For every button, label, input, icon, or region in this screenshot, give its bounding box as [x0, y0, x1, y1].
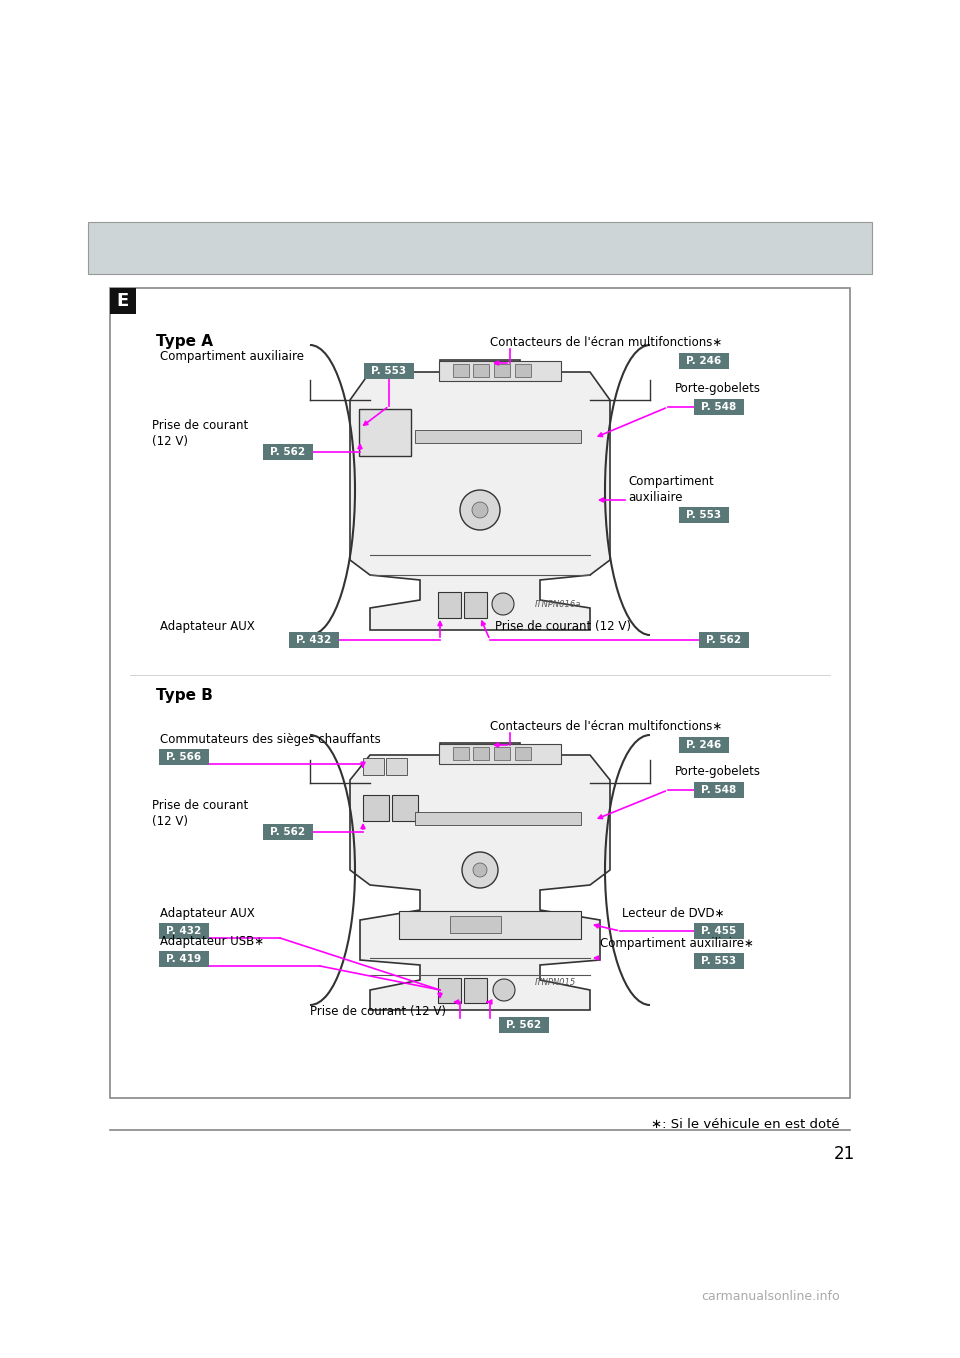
FancyBboxPatch shape — [499, 1017, 549, 1033]
Text: carmanualsonline.info: carmanualsonline.info — [702, 1290, 840, 1302]
Text: Adaptateur AUX: Adaptateur AUX — [160, 907, 254, 919]
Text: Lecteur de DVD∗: Lecteur de DVD∗ — [622, 907, 725, 919]
Text: Commutateurs des sièges chauffants: Commutateurs des sièges chauffants — [160, 733, 381, 746]
Text: P. 246: P. 246 — [686, 356, 722, 367]
Text: Type B: Type B — [156, 689, 213, 703]
FancyBboxPatch shape — [415, 812, 581, 824]
FancyBboxPatch shape — [438, 978, 461, 1002]
FancyBboxPatch shape — [515, 364, 531, 376]
Text: Prise de courant (12 V): Prise de courant (12 V) — [310, 1005, 446, 1018]
Polygon shape — [350, 743, 610, 1010]
FancyBboxPatch shape — [110, 288, 136, 314]
FancyBboxPatch shape — [464, 592, 487, 618]
Text: Porte-gobelets: Porte-gobelets — [675, 765, 761, 778]
FancyBboxPatch shape — [694, 399, 744, 416]
Circle shape — [493, 979, 515, 1001]
Text: Adaptateur USB∗: Adaptateur USB∗ — [160, 936, 264, 948]
FancyBboxPatch shape — [493, 364, 510, 376]
FancyBboxPatch shape — [493, 747, 510, 759]
Text: Type A: Type A — [156, 334, 213, 349]
Circle shape — [492, 593, 514, 615]
Text: Porte-gobelets: Porte-gobelets — [675, 382, 761, 395]
Text: P. 562: P. 562 — [271, 447, 305, 458]
Text: P. 553: P. 553 — [702, 956, 736, 966]
FancyBboxPatch shape — [699, 631, 749, 648]
FancyBboxPatch shape — [399, 911, 581, 938]
Text: E: E — [117, 292, 130, 310]
Text: P. 246: P. 246 — [686, 740, 722, 750]
FancyBboxPatch shape — [364, 363, 414, 379]
Text: Contacteurs de l'écran multifonctions∗: Contacteurs de l'écran multifonctions∗ — [490, 335, 722, 349]
FancyBboxPatch shape — [415, 429, 581, 443]
FancyBboxPatch shape — [472, 747, 489, 759]
Text: P. 548: P. 548 — [702, 402, 736, 411]
FancyBboxPatch shape — [438, 592, 461, 618]
Text: Prise de courant: Prise de courant — [152, 799, 249, 812]
FancyBboxPatch shape — [694, 953, 744, 970]
Text: ∗: Si le véhicule en est doté: ∗: Si le véhicule en est doté — [652, 1118, 840, 1131]
FancyBboxPatch shape — [386, 758, 406, 774]
FancyBboxPatch shape — [359, 409, 411, 456]
Text: P. 432: P. 432 — [166, 926, 202, 936]
Text: P. 432: P. 432 — [297, 636, 331, 645]
Text: Compartiment auxiliaire: Compartiment auxiliaire — [160, 350, 304, 363]
Circle shape — [460, 490, 500, 530]
FancyBboxPatch shape — [159, 951, 209, 967]
Text: ITNPN016a: ITNPN016a — [535, 600, 582, 608]
Text: P. 553: P. 553 — [686, 511, 722, 520]
FancyBboxPatch shape — [472, 364, 489, 376]
Text: P. 562: P. 562 — [271, 827, 305, 837]
FancyBboxPatch shape — [263, 824, 313, 841]
Circle shape — [473, 862, 487, 877]
FancyBboxPatch shape — [464, 978, 487, 1002]
FancyBboxPatch shape — [363, 794, 389, 820]
FancyBboxPatch shape — [392, 794, 418, 820]
FancyBboxPatch shape — [159, 750, 209, 765]
FancyBboxPatch shape — [363, 758, 383, 774]
Text: P. 553: P. 553 — [372, 367, 407, 376]
FancyBboxPatch shape — [439, 744, 561, 765]
Text: P. 419: P. 419 — [166, 955, 202, 964]
FancyBboxPatch shape — [439, 361, 561, 382]
FancyBboxPatch shape — [679, 353, 729, 369]
Text: P. 548: P. 548 — [702, 785, 736, 794]
FancyBboxPatch shape — [159, 923, 209, 938]
Text: Compartiment: Compartiment — [628, 475, 713, 488]
Text: Adaptateur AUX: Adaptateur AUX — [160, 621, 254, 633]
Text: Prise de courant: Prise de courant — [152, 420, 249, 432]
Circle shape — [472, 502, 488, 517]
Text: Compartiment auxiliaire∗: Compartiment auxiliaire∗ — [600, 937, 754, 951]
Text: P. 455: P. 455 — [702, 926, 736, 936]
FancyBboxPatch shape — [679, 507, 729, 523]
FancyBboxPatch shape — [452, 364, 468, 376]
FancyBboxPatch shape — [452, 747, 468, 759]
Text: P. 566: P. 566 — [166, 752, 202, 762]
Text: Prise de courant (12 V): Prise de courant (12 V) — [495, 621, 631, 633]
FancyBboxPatch shape — [88, 221, 872, 274]
Text: P. 562: P. 562 — [707, 636, 741, 645]
FancyBboxPatch shape — [263, 444, 313, 460]
Text: (12 V): (12 V) — [152, 435, 188, 448]
FancyBboxPatch shape — [694, 923, 744, 938]
Circle shape — [462, 851, 498, 888]
FancyBboxPatch shape — [449, 915, 500, 933]
FancyBboxPatch shape — [694, 782, 744, 799]
FancyBboxPatch shape — [110, 288, 850, 1099]
Text: auxiliaire: auxiliaire — [628, 492, 683, 504]
FancyBboxPatch shape — [289, 631, 339, 648]
Text: 21: 21 — [833, 1145, 855, 1162]
FancyBboxPatch shape — [515, 747, 531, 759]
Text: ITNPN015: ITNPN015 — [535, 978, 576, 987]
Text: P. 562: P. 562 — [507, 1020, 541, 1029]
Text: Contacteurs de l'écran multifonctions∗: Contacteurs de l'écran multifonctions∗ — [490, 720, 722, 733]
Polygon shape — [350, 360, 610, 630]
FancyBboxPatch shape — [679, 737, 729, 752]
Text: (12 V): (12 V) — [152, 815, 188, 828]
